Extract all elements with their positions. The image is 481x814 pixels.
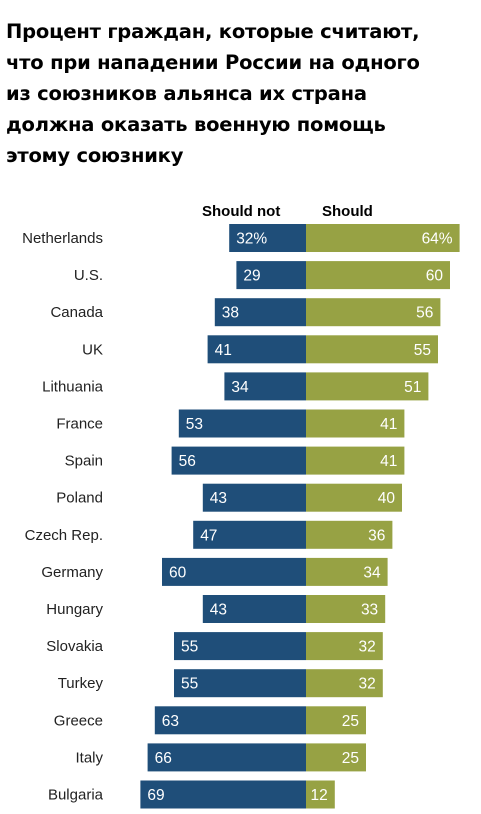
series-header-should-not: Should not [202,203,280,220]
value-label-should: 51 [404,379,421,396]
value-label-should: 36 [368,527,385,544]
country-label: Italy [75,749,103,766]
bar-should-not [174,632,306,661]
country-label: UK [82,341,103,358]
value-label-should-not: 47 [200,527,217,544]
bar-should-not [193,520,306,549]
value-label-should: 55 [414,342,431,359]
value-label-should: 25 [342,713,359,730]
bar-should [306,335,438,364]
bar-should [306,261,450,290]
chart-rows: Netherlands 32% 64% U.S. 29 60 Canada 38 56 UK 41 5… [22,224,460,809]
bar-should-not [202,483,306,512]
value-label-should-not: 55 [181,676,198,693]
bar-should-not [147,743,306,772]
title-line: должна оказать военную помощь [6,113,386,136]
value-label-should-not: 55 [181,639,198,656]
bar-should [306,557,388,586]
country-label: Poland [56,490,103,507]
bar-should [306,632,383,661]
bar-should-not [171,446,306,475]
value-label-should-not: 29 [243,268,260,285]
value-label-should: 41 [380,416,397,433]
title-line: этому союзнику [6,144,184,167]
value-label-should-not: 56 [179,453,196,470]
country-label: Czech Rep. [25,527,103,544]
value-label-should-not: 34 [231,379,249,396]
country-label: Greece [54,712,103,729]
bar-should-not [202,595,306,623]
bar-should-not [162,557,306,586]
bar-should-not [229,224,306,252]
country-label: Germany [41,564,103,581]
value-label-should-not: 41 [215,342,232,359]
bar-should [306,706,366,735]
value-label-should: 56 [416,305,433,322]
country-label: Slovakia [46,638,103,655]
value-label-should-not: 38 [222,305,239,322]
value-label-should-not: 43 [210,602,227,619]
chart-title: Процент граждан, которые считают, что пр… [6,16,476,171]
bar-should-not [207,335,306,364]
value-label-should: 32 [359,639,376,656]
bar-should [306,483,402,512]
value-label-should: 64% [422,231,453,248]
bar-should-not [178,409,306,438]
value-label-should-not: 66 [155,750,172,767]
bar-should-not [140,780,306,809]
title-line: что при нападении России на одного [6,51,420,74]
value-label-should-not: 60 [169,564,187,581]
country-label: Netherlands [22,230,103,247]
bar-should [306,743,366,772]
country-label: Canada [50,304,103,321]
country-label: Turkey [58,675,104,692]
bar-should-not [236,261,306,290]
value-label-should-not: 63 [162,713,179,730]
value-label-should: 33 [361,602,378,619]
bar-should [306,446,405,475]
value-label-should: 40 [378,490,396,507]
series-header-should: Should [322,203,373,220]
bar-should-not [154,706,306,735]
country-label: Hungary [46,601,103,618]
country-label: Spain [65,453,103,470]
bar-should [306,224,460,252]
bar-should [306,409,405,438]
value-label-should: 34 [363,564,381,581]
value-label-should-not: 32% [236,231,267,248]
bar-should [306,595,386,623]
title-line: Процент граждан, которые считают, [6,20,420,43]
bar-should [306,372,429,401]
country-label: France [56,416,103,433]
value-label-should-not: 69 [147,787,164,804]
title-line: из союзников альянса их страна [6,82,367,105]
bar-should [306,298,441,327]
bar-should [306,520,393,549]
value-label-should: 41 [380,453,397,470]
value-label-should: 60 [426,268,444,285]
value-label-should: 12 [311,787,328,804]
value-label-should: 25 [342,750,359,767]
country-label: U.S. [74,267,103,284]
bar-should-not [174,669,306,698]
value-label-should-not: 53 [186,416,203,433]
bar-should-not [224,372,306,401]
bar-should-not [214,298,306,327]
value-label-should: 32 [359,676,376,693]
country-label: Bulgaria [48,787,104,804]
bar-should [306,669,383,698]
country-label: Lithuania [42,378,104,395]
bar-should [306,780,335,809]
value-label-should-not: 43 [210,490,227,507]
